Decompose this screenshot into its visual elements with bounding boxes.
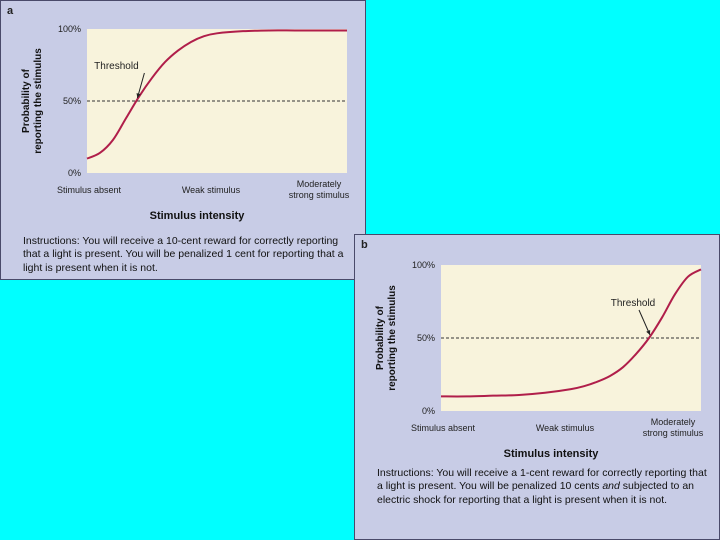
x-tick-label: Moderately strong stimulus <box>289 179 350 200</box>
y-tick-label: 0% <box>68 168 81 178</box>
psychometric-curve <box>86 29 347 160</box>
x-tick-label: Moderately strong stimulus <box>643 417 704 438</box>
threshold-arrowhead <box>646 330 651 335</box>
y-tick-label: 50% <box>417 333 435 343</box>
y-tick-label: 50% <box>63 96 81 106</box>
y-tick-label: 100% <box>58 24 81 34</box>
threshold-arrowhead <box>136 93 141 98</box>
threshold-arrow <box>638 309 651 336</box>
chart-panel-b: b 100% 50% 0% Probability ofreporting the st… <box>354 234 720 540</box>
x-axis-title: Stimulus intensity <box>504 448 600 460</box>
x-axis-title: Stimulus intensity <box>150 210 246 222</box>
y-tick-label: 100% <box>412 260 435 270</box>
y-tick-label: 0% <box>422 406 435 416</box>
panel-letter: a <box>7 5 14 17</box>
chart-panel-a: a 100% 50% 0% Probability ofreporting the st… <box>0 0 366 280</box>
x-tick-label: Stimulus absent <box>411 423 476 433</box>
chart-a-svg: a 100% 50% 0% Probability ofreporting the st… <box>7 5 350 222</box>
x-tick-label: Weak stimulus <box>536 423 595 433</box>
y-axis-title: Probability ofreporting the stimulus <box>21 48 44 154</box>
instructions-b: Instructions: You will receive a 1-cent … <box>377 467 707 506</box>
x-tick-label: Stimulus absent <box>57 185 122 195</box>
chart-b-svg: b 100% 50% 0% Probability ofreporting the st… <box>361 239 704 460</box>
y-axis-title: Probability ofreporting the stimulus <box>375 285 398 391</box>
threshold-label: Threshold <box>611 298 655 309</box>
instructions-a: Instructions: You will receive a 10-cent… <box>23 235 344 274</box>
x-tick-label: Weak stimulus <box>182 185 241 195</box>
panel-letter: b <box>361 239 368 251</box>
threshold-label: Threshold <box>94 61 138 72</box>
psychometric-curve <box>440 268 702 398</box>
